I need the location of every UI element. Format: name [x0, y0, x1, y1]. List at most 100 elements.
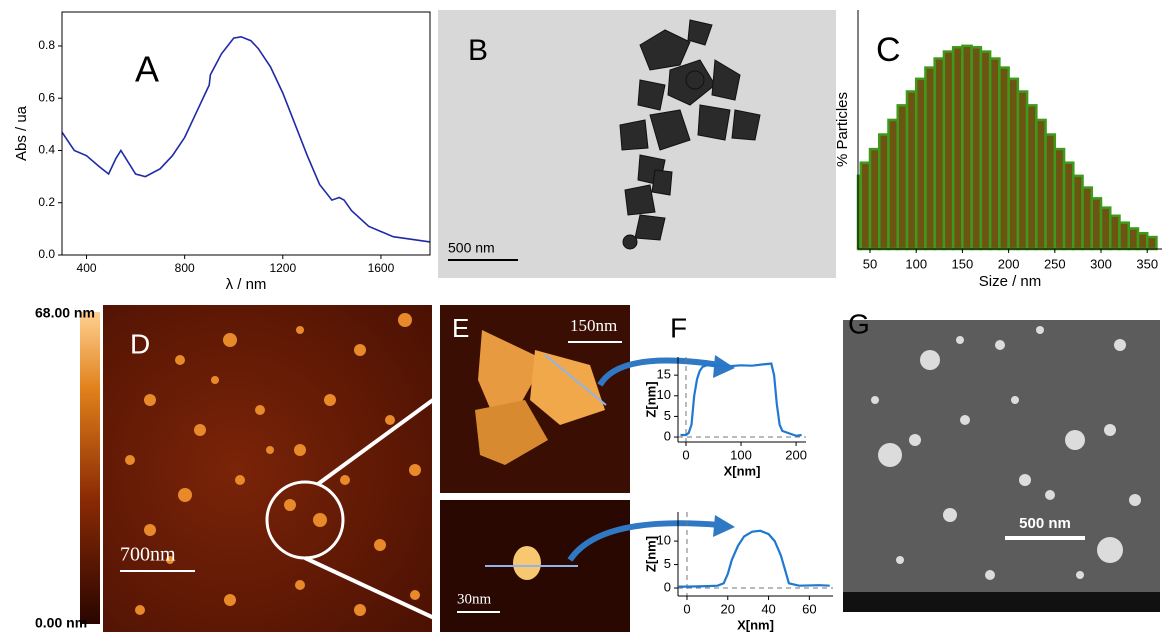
x-tick-label: 150	[952, 256, 974, 271]
bar	[859, 161, 872, 251]
particle	[513, 546, 541, 580]
x-axis-label: X[nm]	[724, 463, 761, 478]
y-axis-label: % Particles	[834, 92, 851, 167]
bar	[1099, 206, 1112, 251]
x-tick-label: 0	[683, 601, 690, 616]
bar	[1136, 231, 1149, 251]
x-tick-label: 40	[761, 601, 775, 616]
line-series	[61, 35, 431, 243]
scale-bar-label: 500 nm	[1019, 515, 1071, 532]
particles	[619, 19, 761, 250]
bar	[887, 118, 899, 251]
particle	[478, 330, 545, 420]
bar	[924, 66, 936, 251]
panel-letter: F	[670, 312, 687, 343]
y-axis-label: Z[nm]	[643, 536, 658, 572]
y-tick-label: 0.4	[38, 143, 55, 157]
panel-d: 68.00 nm 0.00 nm 700nm D	[35, 305, 480, 632]
x-tick-label: 100	[730, 447, 752, 462]
bar	[914, 77, 927, 251]
scale-bar-label: 700nm	[120, 544, 176, 566]
x-tick-label: 300	[1090, 256, 1112, 271]
plot-frame	[61, 11, 431, 256]
x-tick-label: 800	[175, 261, 195, 275]
bar	[905, 90, 918, 251]
colorbar-max: 68.00 nm	[35, 305, 95, 321]
x-tick-label: 200	[785, 447, 807, 462]
bar	[1007, 77, 1020, 251]
scale-bar-label: 500 nm	[448, 240, 495, 256]
bar	[1145, 235, 1158, 251]
scale-bar-label: 30nm	[457, 591, 492, 607]
bar	[951, 46, 964, 251]
bar	[961, 44, 973, 251]
bar	[1025, 104, 1038, 251]
bar	[1053, 147, 1066, 251]
bar	[868, 147, 881, 251]
arrow-head	[713, 515, 735, 537]
panel-letter: B	[468, 34, 488, 67]
bar	[1016, 90, 1029, 251]
panel-letter: D	[130, 328, 150, 359]
x-axis-label: X[nm]	[737, 617, 774, 632]
bar	[979, 50, 992, 251]
zoom-line	[304, 556, 461, 632]
x-tick-label: 200	[998, 256, 1020, 271]
panel-b: 500 nm B	[438, 10, 836, 278]
y-axis-label: Z[nm]	[643, 381, 658, 417]
bar	[933, 57, 946, 251]
bar	[1081, 186, 1094, 251]
y-tick-label: 0.6	[38, 90, 55, 104]
x-tick-label: 60	[802, 601, 816, 616]
x-tick-label: 0	[682, 447, 689, 462]
colorbar-min: 0.00 nm	[35, 615, 87, 631]
bar	[1090, 197, 1103, 251]
panel-e: 150nm 30nm E	[440, 305, 735, 632]
bar	[1062, 161, 1075, 251]
x-tick-label: 100	[905, 256, 927, 271]
bar	[998, 66, 1010, 251]
x-axis-label: λ / nm	[226, 276, 267, 293]
info-bar	[843, 592, 1160, 612]
arrow	[597, 357, 721, 387]
panel-g: 500 nm G	[843, 308, 1160, 612]
x-tick-label: 50	[863, 256, 877, 271]
bar	[1109, 214, 1121, 251]
x-axis-label: Size / nm	[979, 273, 1042, 290]
colorbar	[80, 312, 100, 624]
arrow	[567, 520, 721, 562]
bar	[988, 57, 1001, 251]
y-axis-label: Abs / ua	[13, 105, 30, 161]
y-tick-label: 0.2	[38, 195, 55, 209]
profile-line	[544, 354, 607, 406]
panel-letter: E	[452, 313, 469, 343]
particles	[125, 313, 421, 616]
bar	[970, 46, 983, 251]
y-tick-label: 10	[657, 387, 671, 402]
sem-image	[843, 320, 1160, 612]
x-tick-label: 250	[1044, 256, 1066, 271]
bar	[896, 104, 909, 251]
y-tick-label: 0	[664, 579, 671, 594]
y-tick-label: 10	[657, 533, 671, 548]
x-tick-label: 1600	[368, 261, 395, 275]
bar	[1118, 221, 1130, 251]
bar	[878, 133, 890, 251]
x-tick-label: 350	[1136, 256, 1158, 271]
line-series	[680, 362, 802, 437]
x-tick-label: 20	[721, 601, 735, 616]
y-tick-label: 0.0	[38, 247, 55, 261]
scale-bar-label: 150nm	[570, 316, 617, 335]
bar	[1035, 118, 1047, 251]
y-tick-label: 5	[664, 556, 671, 571]
particle	[475, 400, 548, 465]
y-tick-label: 15	[657, 367, 671, 382]
y-tick-label: 0	[664, 428, 671, 443]
y-tick-label: 5	[664, 408, 671, 423]
y-tick-label: 0.8	[38, 38, 55, 52]
bar	[1072, 174, 1084, 251]
afm-image	[103, 305, 432, 632]
line-series	[678, 529, 830, 588]
